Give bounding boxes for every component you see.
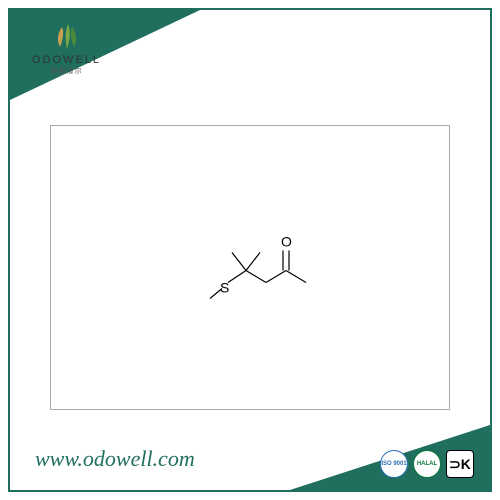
outer-frame: ODOWELL 奥都濠尔 S O www.odowe	[8, 8, 492, 492]
brand-tagline: 奥都濠尔	[32, 66, 101, 76]
brand-logo: ODOWELL 奥都濠尔	[32, 22, 101, 76]
chemical-structure: S O	[170, 210, 330, 325]
oxygen-atom: O	[281, 233, 292, 249]
certification-badges: ISO 9001 HALAL ⊃K	[380, 450, 474, 478]
brand-name: ODOWELL	[32, 54, 101, 66]
content-frame: S O	[50, 125, 450, 410]
sulfur-atom: S	[220, 279, 229, 295]
leaf-icon	[50, 22, 84, 52]
halal-badge-icon: HALAL	[413, 450, 441, 478]
website-url: www.odowell.com	[35, 446, 195, 472]
kosher-badge-icon: ⊃K	[446, 450, 474, 478]
iso-badge-icon: ISO 9001	[380, 450, 408, 478]
